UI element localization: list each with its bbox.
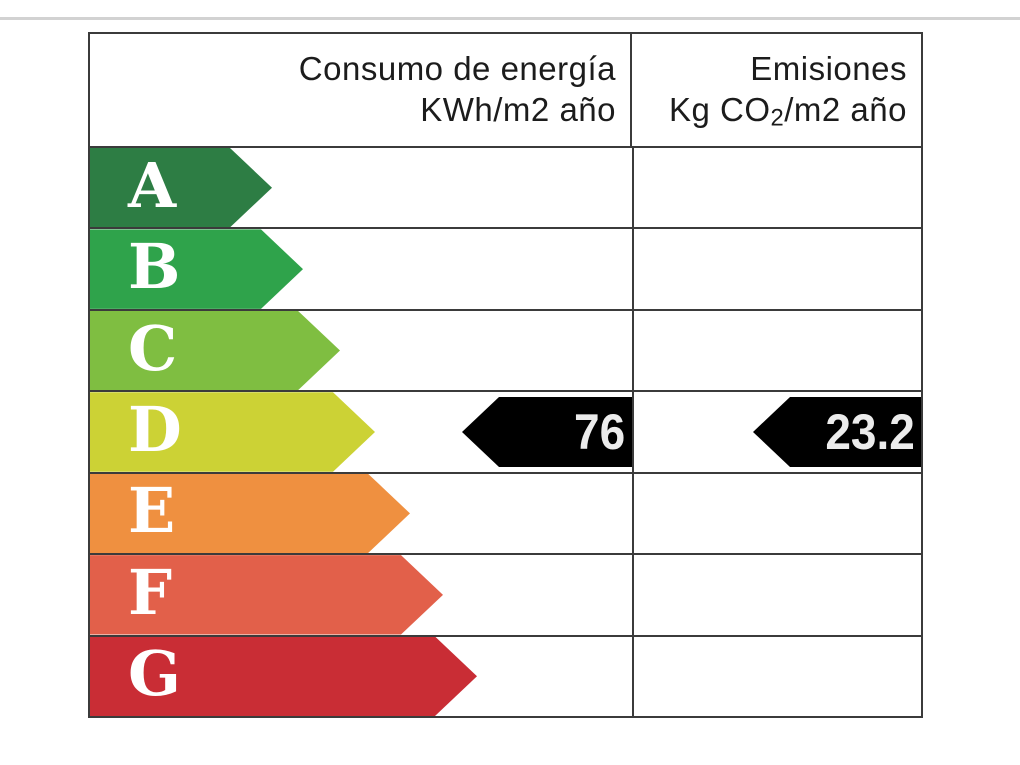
rating-row-f: F	[90, 555, 921, 637]
emissions-header-line2: Kg CO2/m2 año	[632, 89, 907, 138]
rating-row-c: C	[90, 310, 921, 393]
grade-letter-a: A	[128, 148, 177, 222]
row-e-emissions-cell	[634, 474, 921, 553]
row-e-consumption-cell: E	[90, 473, 634, 554]
rating-row-b: B	[90, 229, 921, 311]
grade-letter-e: E	[128, 474, 176, 548]
grade-arrow-c: C	[90, 311, 340, 390]
row-d-consumption-cell: D 76	[90, 392, 634, 472]
grade-letter-f: F	[128, 555, 173, 629]
grade-arrow-e: E	[90, 474, 410, 553]
emissions-co2-subscript: 2	[770, 104, 785, 132]
top-edge-line	[0, 17, 1020, 20]
row-g-consumption-cell: G	[90, 636, 634, 716]
rating-row-a: A	[90, 148, 921, 230]
grade-letter-c: C	[128, 311, 178, 385]
row-a-emissions-cell	[634, 148, 921, 227]
row-f-emissions-cell	[634, 555, 921, 634]
row-c-emissions-cell	[634, 311, 921, 390]
header-cell-emissions: Emisiones Kg CO2/m2 año	[632, 34, 921, 146]
consumption-rating-value: 76	[574, 403, 626, 460]
emissions-rating-marker: 23.2	[753, 396, 921, 467]
emissions-header-line1: Emisiones	[750, 50, 907, 87]
grade-arrow-d: D	[90, 392, 375, 471]
rating-row-g: G	[90, 636, 921, 716]
row-a-consumption-cell: A	[90, 148, 634, 228]
emissions-unit-suffix: /m2 año	[784, 91, 907, 128]
energy-certificate-table: Consumo de energía KWh/m2 año Emisiones …	[88, 32, 923, 718]
consumption-header-line1: Consumo de energía	[298, 50, 616, 87]
consumption-rating-marker: 76	[462, 396, 632, 467]
grade-letter-g: G	[128, 637, 181, 711]
grade-arrow-f: F	[90, 555, 443, 634]
grade-letter-d: D	[128, 392, 182, 466]
row-g-emissions-cell	[634, 637, 921, 716]
emissions-unit-prefix: Kg CO	[668, 91, 771, 128]
grade-letter-b: B	[128, 230, 181, 304]
row-d-emissions-cell: 23.2	[634, 392, 921, 471]
rating-row-d: D 76 23.2	[90, 392, 921, 474]
table-header: Consumo de energía KWh/m2 año Emisiones …	[90, 34, 921, 148]
header-cell-consumption: Consumo de energía KWh/m2 año	[90, 34, 632, 146]
row-c-consumption-cell: C	[90, 310, 634, 391]
row-f-consumption-cell: F	[90, 555, 634, 635]
row-b-consumption-cell: B	[90, 229, 634, 309]
grade-arrow-b: B	[90, 229, 303, 308]
emissions-rating-value: 23.2	[825, 403, 915, 460]
grade-arrow-a: A	[90, 148, 272, 227]
rating-rows: A B C D	[90, 148, 921, 716]
row-b-emissions-cell	[634, 229, 921, 308]
grade-arrow-g: G	[90, 637, 477, 716]
consumption-header-line2: KWh/m2 año	[420, 91, 616, 128]
rating-row-e: E	[90, 473, 921, 556]
